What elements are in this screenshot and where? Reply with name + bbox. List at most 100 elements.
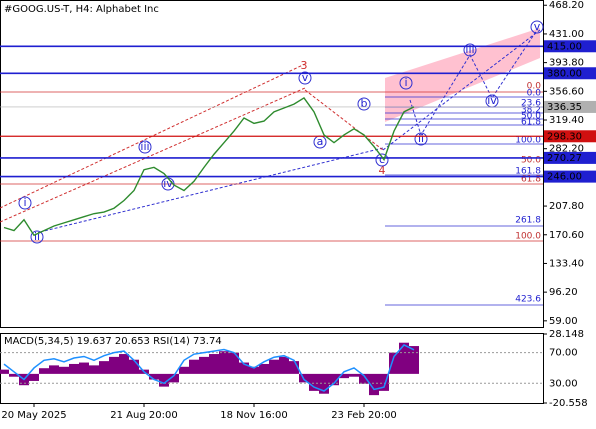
rsi-line bbox=[3, 344, 415, 392]
macd-bar bbox=[229, 352, 239, 374]
y-tick-label: 59.00 bbox=[549, 316, 578, 327]
channel-line bbox=[0, 87, 306, 223]
y-tick-label: 431.00 bbox=[549, 29, 584, 40]
macd-bar bbox=[109, 356, 119, 374]
wave-labels: i ii iii iv v a b c i ii iii iv v 3 4 bbox=[23, 20, 540, 243]
main-frame bbox=[0, 0, 544, 328]
y-tick-label: 468.20 bbox=[549, 0, 584, 11]
fib-label: 38.2 bbox=[521, 106, 541, 116]
macd-bar bbox=[89, 365, 99, 374]
macd-bar bbox=[289, 361, 299, 374]
x-tick-label: 18 Nov 16:00 bbox=[220, 410, 287, 421]
fib-label: 61.8 bbox=[521, 175, 541, 185]
level-tag bbox=[544, 130, 596, 143]
macd-bar bbox=[209, 354, 219, 374]
wave-label: 3 bbox=[301, 59, 308, 72]
y-tick-label: 282.20 bbox=[549, 144, 584, 155]
fib-label: 100.0 bbox=[515, 136, 541, 146]
macd-bar bbox=[219, 351, 229, 374]
y-tick-label: 96.20 bbox=[549, 287, 578, 298]
macd-bar bbox=[189, 359, 199, 374]
wave-label: a bbox=[317, 135, 324, 148]
indicator-label: MACD(5,34,5) 19.637 20.653 RSI(14) 73.74 bbox=[4, 336, 222, 347]
y-tick-label: 133.40 bbox=[549, 258, 584, 269]
macd-bar bbox=[199, 356, 209, 374]
macd-bar bbox=[399, 342, 409, 374]
macd-bar bbox=[159, 373, 169, 387]
target-channel bbox=[385, 28, 540, 122]
macd-bar bbox=[9, 373, 19, 377]
macd-bar bbox=[239, 362, 249, 374]
macd-bar bbox=[339, 373, 349, 379]
level-tag bbox=[544, 67, 596, 80]
fib-label: 50.0 bbox=[521, 156, 541, 166]
x-tick-label: 20 May 2025 bbox=[1, 410, 66, 421]
y-tick-label: -20.558 bbox=[549, 398, 588, 409]
projection-path bbox=[409, 29, 538, 137]
wave-label: i bbox=[23, 196, 26, 209]
macd-bar bbox=[389, 352, 399, 374]
level-tag bbox=[544, 151, 596, 164]
indicator-frame bbox=[0, 333, 544, 404]
wave-label: iii bbox=[140, 140, 149, 153]
level-tag bbox=[544, 170, 596, 183]
wave-label: 4 bbox=[379, 164, 386, 177]
macd-bar bbox=[49, 365, 59, 374]
macd-bar bbox=[309, 373, 319, 391]
y-tick-label: 207.80 bbox=[549, 201, 584, 212]
fib-label: 423.6 bbox=[515, 295, 541, 305]
macd-bar bbox=[29, 373, 39, 381]
chart-title: #GOOG.US-T, H4: Alphabet Inc bbox=[4, 4, 159, 15]
macd-bar bbox=[129, 359, 139, 374]
fib-label: 100.0 bbox=[515, 232, 541, 242]
macd-bar bbox=[79, 362, 89, 374]
y-tick-label: 393.80 bbox=[549, 58, 584, 69]
channel-line bbox=[39, 147, 384, 233]
y2-tick-label: 70.00 bbox=[549, 348, 578, 359]
macd-bar bbox=[329, 373, 339, 386]
wave-label: i bbox=[404, 76, 407, 89]
macd-bar bbox=[259, 363, 269, 374]
fib-label: 0.0 bbox=[527, 89, 542, 99]
y-tick-label: 28.148 bbox=[549, 329, 584, 340]
fib-label: 50.0 bbox=[521, 112, 541, 122]
y-tick-label: 356.60 bbox=[549, 86, 584, 97]
level-label: 270.27 bbox=[547, 153, 582, 164]
fib-label: 61.8 bbox=[521, 118, 541, 128]
macd-bar bbox=[39, 368, 49, 374]
y-tick-label: 319.40 bbox=[549, 115, 584, 126]
level-tag bbox=[544, 40, 596, 53]
macd-bar bbox=[409, 346, 419, 374]
macd-bar bbox=[99, 361, 109, 374]
wave-label: b bbox=[361, 97, 368, 110]
macd-bar bbox=[59, 366, 69, 374]
wave-label: iv bbox=[487, 94, 497, 107]
macd-bar bbox=[119, 354, 129, 374]
macd-bar bbox=[379, 373, 389, 391]
fib-label: 161.8 bbox=[515, 167, 541, 177]
price-line bbox=[3, 97, 415, 237]
macd-bar bbox=[349, 373, 359, 377]
current-price-label: 336.35 bbox=[547, 102, 582, 113]
x-tick-label: 21 Aug 20:00 bbox=[110, 410, 177, 421]
wave-label: iv bbox=[163, 177, 173, 190]
wave-label: v bbox=[302, 71, 309, 84]
macd-bar bbox=[279, 356, 289, 374]
macd-bar bbox=[359, 373, 369, 384]
macd-bar bbox=[149, 373, 159, 380]
y-tick-label: 170.60 bbox=[549, 230, 584, 241]
channel-line bbox=[382, 29, 541, 151]
fib-lines bbox=[385, 96, 543, 306]
channel-line bbox=[304, 89, 384, 151]
macd-bar bbox=[249, 366, 259, 374]
wave-label: c bbox=[379, 153, 385, 166]
wave-label: iii bbox=[465, 43, 474, 56]
macd-bar bbox=[269, 359, 279, 374]
current-price-tag bbox=[544, 100, 596, 113]
level-label: 380.00 bbox=[547, 68, 582, 79]
macd-bar bbox=[0, 369, 10, 374]
fib-label: 0.0 bbox=[527, 82, 542, 92]
y2-tick-label: 30.00 bbox=[549, 378, 578, 389]
wave-label: ii bbox=[418, 132, 424, 145]
